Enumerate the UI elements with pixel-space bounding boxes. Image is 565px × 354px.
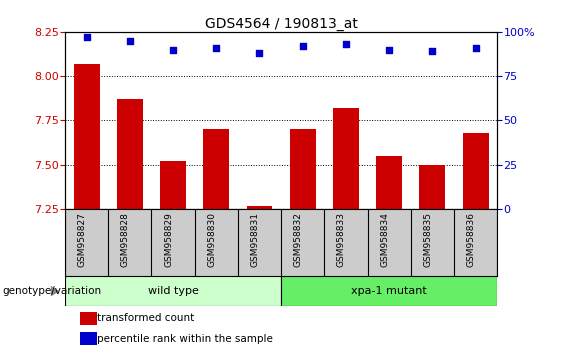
Text: percentile rank within the sample: percentile rank within the sample bbox=[97, 334, 273, 344]
Bar bbox=[281, 276, 497, 306]
Text: genotype/variation: genotype/variation bbox=[3, 286, 102, 296]
Point bbox=[212, 45, 221, 51]
Bar bbox=[73, 64, 99, 209]
Text: GSM958828: GSM958828 bbox=[121, 212, 130, 267]
Bar bbox=[160, 161, 186, 209]
Text: GSM958835: GSM958835 bbox=[423, 212, 432, 267]
Text: GSM958830: GSM958830 bbox=[207, 212, 216, 267]
Point bbox=[471, 45, 480, 51]
Point bbox=[125, 38, 134, 44]
Bar bbox=[419, 165, 445, 209]
Bar bbox=[203, 129, 229, 209]
Point bbox=[341, 41, 350, 47]
Bar bbox=[246, 206, 272, 209]
Bar bbox=[80, 332, 97, 346]
Point bbox=[428, 48, 437, 54]
Point bbox=[82, 34, 91, 40]
Text: GSM958834: GSM958834 bbox=[380, 212, 389, 267]
Text: GSM958833: GSM958833 bbox=[337, 212, 346, 267]
Text: GSM958831: GSM958831 bbox=[250, 212, 259, 267]
Point bbox=[168, 47, 177, 52]
Bar bbox=[117, 99, 143, 209]
Bar bbox=[333, 108, 359, 209]
Text: xpa-1 mutant: xpa-1 mutant bbox=[351, 286, 427, 296]
Bar bbox=[65, 276, 281, 306]
Point bbox=[255, 50, 264, 56]
Text: GSM958836: GSM958836 bbox=[467, 212, 476, 267]
Bar bbox=[376, 156, 402, 209]
Text: GSM958832: GSM958832 bbox=[294, 212, 303, 267]
Text: transformed count: transformed count bbox=[97, 313, 194, 323]
Point bbox=[385, 47, 394, 52]
Text: wild type: wild type bbox=[147, 286, 198, 296]
Text: GSM958829: GSM958829 bbox=[164, 212, 173, 267]
Bar bbox=[80, 312, 97, 325]
Bar bbox=[290, 129, 316, 209]
Title: GDS4564 / 190813_at: GDS4564 / 190813_at bbox=[205, 17, 358, 31]
Point bbox=[298, 43, 307, 49]
Text: GSM958827: GSM958827 bbox=[77, 212, 86, 267]
Polygon shape bbox=[51, 286, 59, 297]
Bar bbox=[463, 133, 489, 209]
